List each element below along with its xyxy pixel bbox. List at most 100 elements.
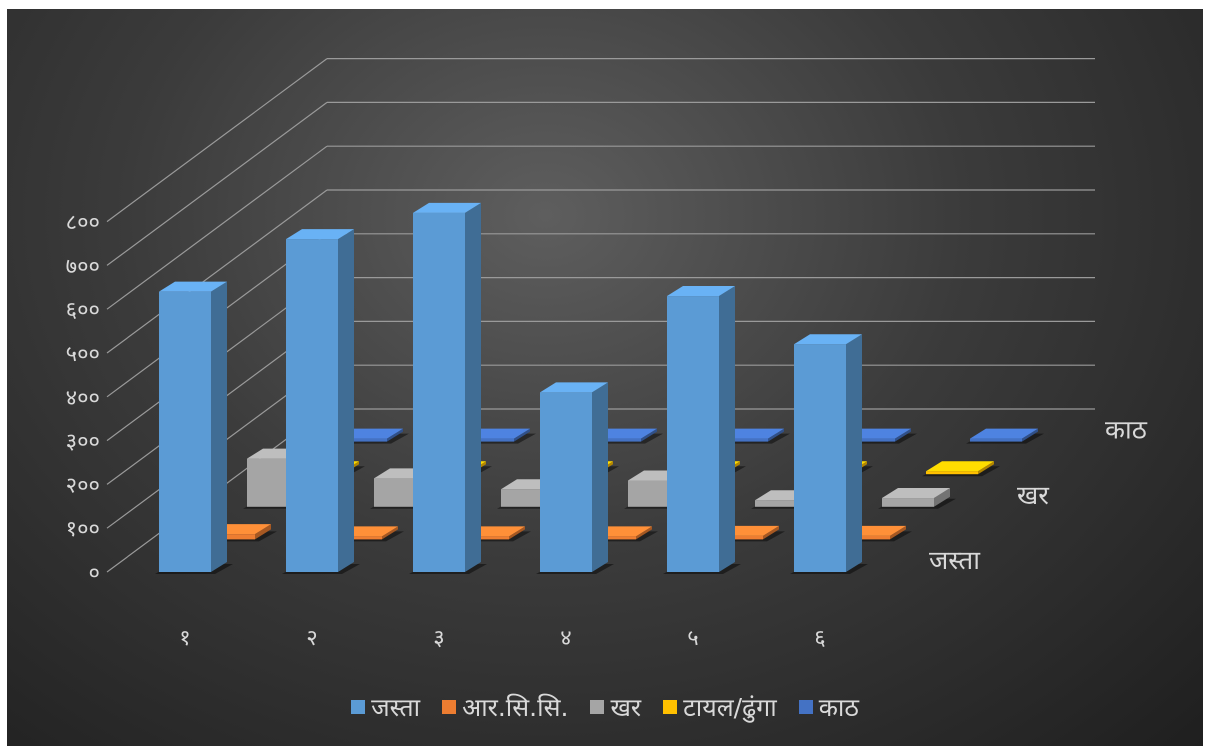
bar-front <box>882 498 934 507</box>
y-tick-label: ४०० <box>66 386 100 411</box>
bar-side <box>763 525 779 540</box>
bar <box>790 334 868 574</box>
bar-front <box>584 536 636 540</box>
legend-item-rcc: आर.सि.सि. <box>442 690 568 724</box>
legend-swatch-icon <box>798 700 813 714</box>
x-tick-label: ४ <box>560 626 571 651</box>
bar-front <box>926 471 978 475</box>
chart-area: ० १०० २०० ३०० ४०० ५०० ६०० ७०० ८०० जस्ता खर काठ १ २ ३ ४ ५… <box>7 9 1203 746</box>
bar-top <box>882 488 950 499</box>
legend-item-zinc: जस्ता <box>351 690 420 724</box>
label-layer: ० १०० २०० ३०० ४०० ५०० ६०० ७०० ८०० जस्ता खर काठ १ २ ३ ४ ५… <box>66 211 1148 651</box>
bar-top <box>794 334 862 345</box>
bar <box>409 202 487 574</box>
bar-top <box>413 202 481 213</box>
y-tick-label: २०० <box>66 473 100 498</box>
bar-side <box>338 229 354 572</box>
bar-front <box>413 212 465 572</box>
x-tick-label: १ <box>179 626 190 651</box>
gridline-side <box>106 58 328 223</box>
bar-front <box>540 392 592 572</box>
bar-front <box>794 344 846 572</box>
bar-top <box>540 382 608 393</box>
bar <box>155 281 233 574</box>
y-tick-label: १०० <box>66 517 100 542</box>
bar-front <box>755 500 807 507</box>
legend-swatch-icon <box>351 700 366 714</box>
legend-swatch-icon <box>663 700 678 714</box>
bar-top <box>159 281 227 292</box>
gridline-side <box>106 145 328 310</box>
x-tick-label: ६ <box>814 626 825 651</box>
bar <box>966 428 1044 444</box>
bar-front <box>970 438 1022 442</box>
bar-front <box>716 438 768 442</box>
x-tick-label: २ <box>306 626 317 651</box>
bar-side <box>636 526 652 540</box>
bar-side <box>1022 428 1038 442</box>
bar <box>663 286 741 574</box>
bar <box>536 382 614 574</box>
bar-side <box>514 428 530 442</box>
y-tick-label: ५०० <box>66 342 100 367</box>
bar-side <box>934 488 950 507</box>
gridline-side <box>106 189 328 354</box>
y-tick-label: ८०० <box>66 211 100 236</box>
depth-axis-label: काठ <box>1105 416 1148 446</box>
legend-label: खर <box>610 693 642 722</box>
bar-front <box>286 239 338 572</box>
bar-side <box>592 382 608 572</box>
bar-front <box>457 536 509 540</box>
legend-item-tile-stone: टायल/ढुंगा <box>663 690 777 724</box>
bar-top <box>286 229 354 240</box>
x-tick-label: ५ <box>687 626 698 651</box>
bar <box>922 461 1000 477</box>
depth-axis-label: जस्ता <box>929 546 981 576</box>
bar-front <box>667 296 719 572</box>
bar-side <box>895 428 911 442</box>
bar <box>282 229 360 574</box>
bar-front <box>335 438 387 442</box>
bar-front <box>843 438 895 442</box>
y-tick-label: ३०० <box>66 430 100 455</box>
bar-side <box>509 526 525 540</box>
bar-side <box>465 202 481 572</box>
bar-front <box>589 438 641 442</box>
gridline-side <box>106 101 328 266</box>
legend-label: आर.सि.सि. <box>462 693 569 722</box>
legend-label: जस्ता <box>371 693 421 722</box>
bar <box>878 488 956 509</box>
legend-swatch-icon <box>442 700 457 714</box>
bar-side <box>255 524 271 540</box>
bar-front <box>330 536 382 540</box>
chart-plot: ० १०० २०० ३०० ४०० ५०० ६०० ७०० ८०० जस्ता खर काठ १ २ ३ ४ ५… <box>66 57 1148 651</box>
legend-item-thatch: खर <box>590 690 641 724</box>
bar-front <box>203 534 255 540</box>
bar-side <box>978 461 994 475</box>
bar-top <box>970 428 1038 439</box>
bar-top <box>667 286 735 297</box>
bar-front <box>462 438 514 442</box>
legend: जस्ता आर.सि.सि. खर टायल/ढुंगा काठ <box>7 689 1203 725</box>
x-tick-label: ३ <box>433 626 444 651</box>
bar-front <box>159 291 211 572</box>
y-tick-label: ६०० <box>66 298 100 323</box>
bar-side <box>382 526 398 540</box>
bars-layer <box>155 202 1044 574</box>
depth-axis-label: खर <box>1017 481 1050 511</box>
legend-item-wood: काठ <box>798 690 859 724</box>
bar-side <box>719 286 735 572</box>
legend-label: काठ <box>818 693 859 722</box>
legend-label: टायल/ढुंगा <box>683 693 777 722</box>
bar-side <box>890 525 906 540</box>
bar-front <box>711 535 763 540</box>
bar-side <box>846 334 862 572</box>
bar-side <box>211 281 227 572</box>
bar-front <box>838 535 890 540</box>
bar-top <box>926 461 994 472</box>
y-tick-label: ७०० <box>66 254 100 279</box>
bar-side <box>641 428 657 442</box>
bar-side <box>387 428 403 442</box>
y-tick-label: ० <box>89 561 100 586</box>
bar-side <box>768 428 784 442</box>
